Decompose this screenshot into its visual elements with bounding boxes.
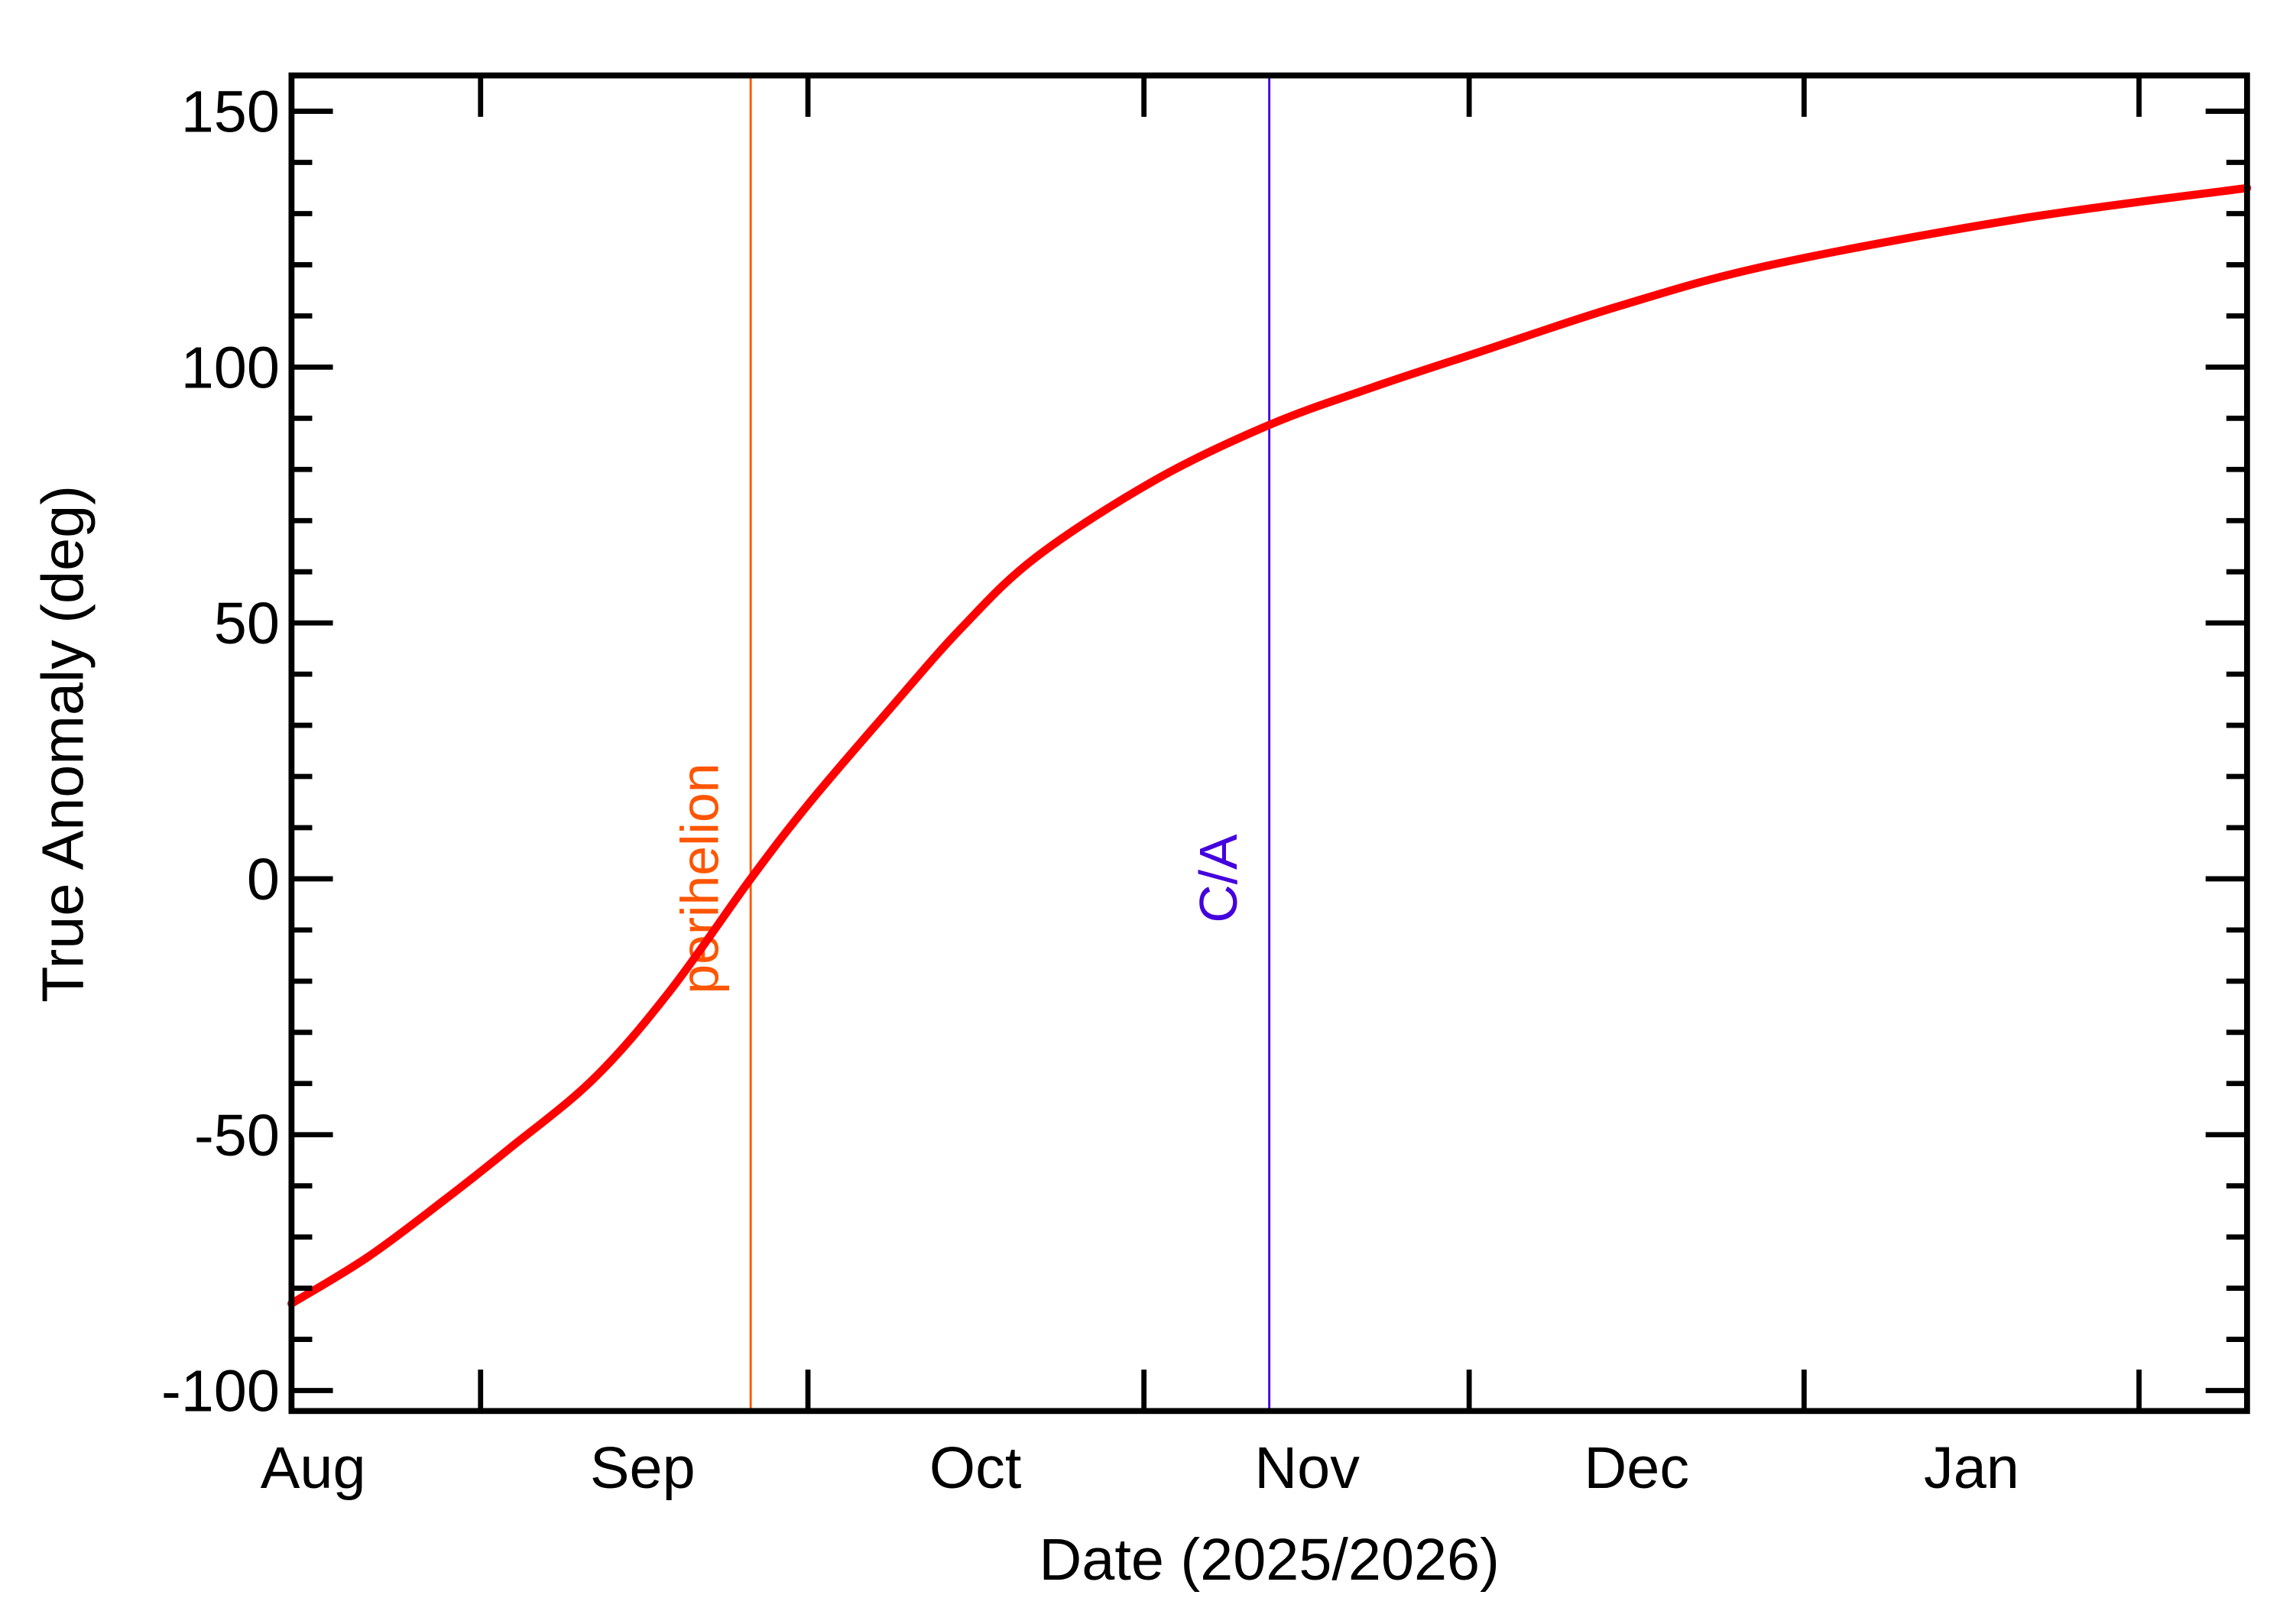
x-tick-label: Jan	[1924, 1435, 2019, 1501]
y-tick-label: 0	[247, 847, 280, 912]
y-tick-label: 50	[214, 591, 280, 656]
x-tick-label: Aug	[261, 1435, 366, 1501]
series-line-true-anomaly	[287, 183, 2252, 1308]
y-tick-label: -50	[194, 1103, 280, 1169]
y-axis-label: True Anomaly (deg)	[30, 485, 96, 1003]
x-tick-label: Dec	[1584, 1435, 1689, 1501]
y-tick-label: 100	[181, 335, 280, 400]
y-tick-label: 150	[181, 79, 280, 145]
annotation-label-ca: C/A	[1189, 834, 1248, 923]
x-tick-label: Oct	[929, 1435, 1021, 1501]
y-tick-label: -100	[161, 1359, 280, 1425]
plot-frame	[288, 72, 2250, 1415]
x-tick-label: Sep	[590, 1435, 696, 1501]
x-tick-label: Nov	[1254, 1435, 1360, 1501]
annotation-label-perihelion: perihelion	[670, 763, 730, 994]
x-axis-label: Date (2025/2026)	[1039, 1527, 1499, 1593]
